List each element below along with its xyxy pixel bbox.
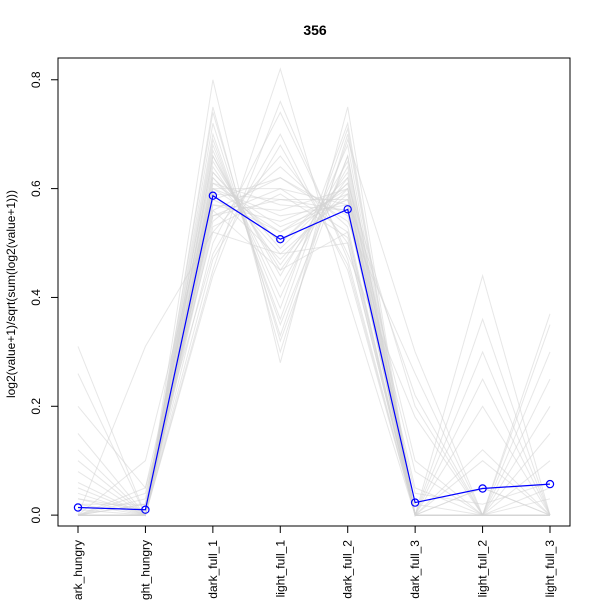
plot-frame xyxy=(57,57,571,527)
background-series-line-3 xyxy=(77,132,550,516)
x-tick-label-light_hungry: ght_hungry xyxy=(138,540,152,600)
background-series-line-8 xyxy=(78,106,550,516)
y-tick-label: 0.0 xyxy=(29,506,43,523)
highlight-point-dark_hungry xyxy=(73,503,83,512)
y-tick-label: 0.6 xyxy=(29,180,43,197)
y-axis-label: log2(value+1)/sqrt(sum(log2(value+1))) xyxy=(4,190,18,398)
x-tick-label-dark_full_3: dark_full_3 xyxy=(408,540,422,599)
y-tick-label: 0.2 xyxy=(29,398,43,415)
highlight-point-light_full_3 xyxy=(545,479,555,489)
y-tick-label: 0.4 xyxy=(29,289,43,306)
x-axis: ark_hungry ght_hungry dark_full_1 light_ful… xyxy=(71,526,557,600)
y-axis: 0.0 0.2 0.4 0.6 0.8 xyxy=(29,71,58,523)
chart-title: 356 xyxy=(303,22,327,38)
highlight-point-light_hungry xyxy=(141,505,150,514)
background-series-line-16 xyxy=(78,79,550,516)
background-series-line-30 xyxy=(78,177,551,517)
highlight-series-group xyxy=(73,191,555,514)
highlight-point-dark_full_3 xyxy=(410,498,420,507)
background-series-line-10 xyxy=(77,133,551,517)
background-series-line-14 xyxy=(77,209,550,517)
background-series-line-5 xyxy=(77,176,550,516)
background-series-line-39 xyxy=(77,171,550,516)
highlight-series-line xyxy=(77,194,551,511)
background-series-line-31 xyxy=(78,112,550,516)
highlight-point-light_full_1 xyxy=(276,234,285,244)
background-series-line-37 xyxy=(78,126,551,517)
background-series-line-18 xyxy=(78,143,551,518)
x-tick-label-light_full_1: light_full_1 xyxy=(273,540,287,598)
x-tick-label-light_full_2: light_full_2 xyxy=(476,540,490,598)
background-series-line-38 xyxy=(77,198,551,516)
background-series-line-24 xyxy=(78,111,550,516)
x-tick-label-light_full_3: light_full_3 xyxy=(543,540,557,598)
highlight-point-dark_full_2 xyxy=(343,205,352,214)
x-tick-label-dark_full_2: dark_full_2 xyxy=(341,540,355,599)
background-series-line-4 xyxy=(78,177,551,516)
background-series-line-27 xyxy=(77,188,550,516)
x-tick-label-dark_hungry: ark_hungry xyxy=(71,540,85,600)
background-series-line-29 xyxy=(77,176,550,516)
highlight-point-light_full_2 xyxy=(478,484,487,493)
y-tick-label: 0.8 xyxy=(29,71,43,88)
highlight-point-dark_full_1 xyxy=(208,191,218,200)
x-tick-label-dark_full_1: dark_full_1 xyxy=(206,540,220,599)
background-series-group xyxy=(77,67,551,518)
